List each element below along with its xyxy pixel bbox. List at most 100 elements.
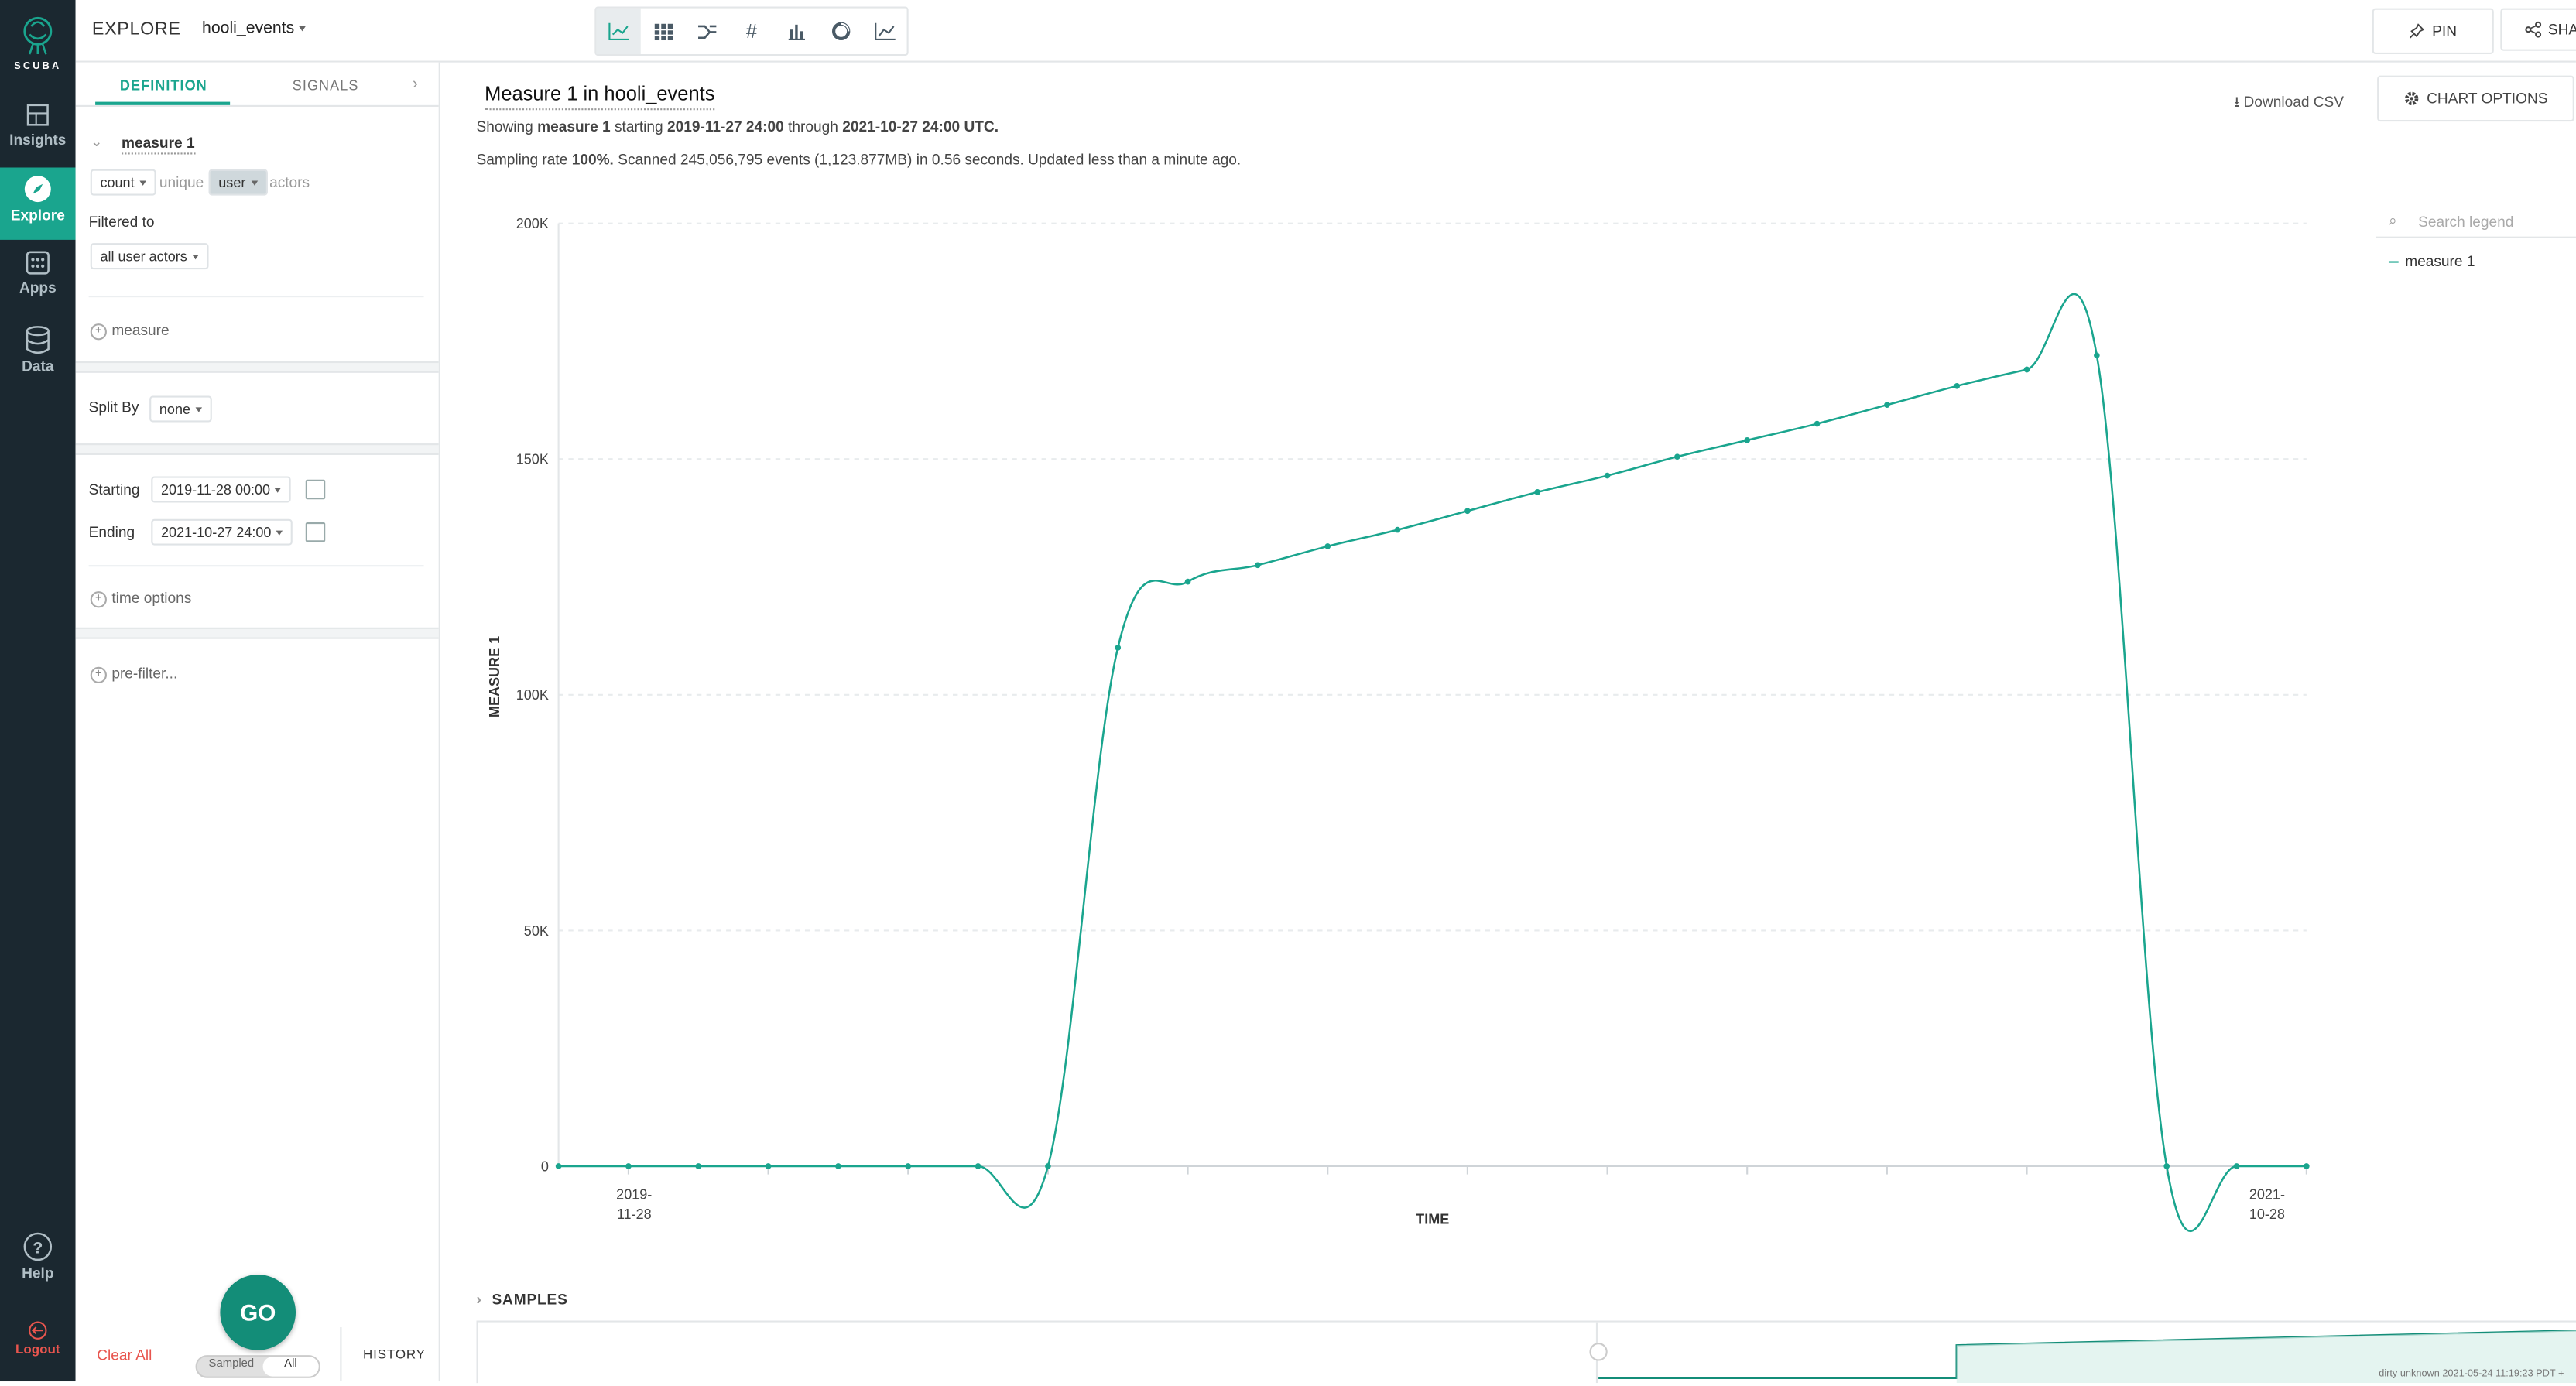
nav-logout[interactable]: Logout (0, 1314, 76, 1386)
data-point (1045, 1163, 1051, 1169)
scuba-logo[interactable]: SCUBA (0, 13, 76, 72)
unique-field-value: user (218, 173, 246, 191)
nav-data[interactable]: Data (0, 319, 76, 391)
y-axis: 0 50K 100K 150K 200K (516, 216, 560, 1174)
logo-text: SCUBA (14, 62, 62, 73)
x-tick-label: 10-28 (2249, 1206, 2285, 1222)
flow-icon (698, 24, 717, 39)
data-point (835, 1163, 841, 1169)
add-measure-button[interactable]: + measure (90, 322, 170, 340)
tab-definition[interactable]: DEFINITION (119, 77, 207, 94)
viz-bar-button[interactable] (774, 9, 818, 54)
viz-flow-button[interactable] (685, 9, 729, 54)
viz-donut-button[interactable] (818, 9, 862, 54)
summary-text: Showing (476, 118, 533, 135)
actor-filter-value: all user actors (100, 248, 187, 265)
chart-title[interactable]: Measure 1 in hooli_events (485, 82, 715, 111)
nav-insights-label: Insights (9, 131, 67, 149)
toggle-sampled[interactable]: Sampled (208, 1358, 255, 1371)
toggle-all[interactable]: All (284, 1358, 297, 1371)
dataset-select-value: hooli_events (202, 19, 295, 38)
y-tick-label: 0 (541, 1158, 549, 1174)
nav-logout-label: Logout (15, 1342, 60, 1357)
data-point (1954, 382, 1961, 389)
nav-explore[interactable]: Explore (0, 167, 76, 240)
line-chart[interactable]: 0 50K 100K 150K 200K 2019- 11-28 2021- 10-28 ME… (440, 63, 2376, 1245)
toggle-knob (262, 1357, 319, 1377)
minichart-area (1956, 1330, 2576, 1384)
nav-insights[interactable]: Insights (0, 95, 76, 167)
actors-label: actors (269, 173, 310, 191)
scan-stats: Scanned 245,056,795 events (1,123.877MB)… (618, 151, 1242, 168)
time-options-label: time options (111, 589, 192, 607)
go-button[interactable]: GO (220, 1275, 296, 1350)
x-tick-label: 2021- (2249, 1186, 2285, 1202)
sampling-toggle[interactable]: Sampled All (195, 1355, 320, 1378)
chevron-right-icon: › (476, 1291, 482, 1308)
calendar-icon[interactable] (305, 479, 326, 500)
collapse-panel-icon[interactable]: › (412, 75, 418, 94)
y-tick-label: 50K (524, 923, 549, 939)
chart-options-button[interactable]: CHART OPTIONS (2377, 75, 2574, 122)
data-point (2163, 1163, 2170, 1169)
data-point (1394, 526, 1401, 533)
clear-all-button[interactable]: Clear All (97, 1347, 152, 1364)
pin-button[interactable]: PIN (2372, 8, 2494, 55)
viz-line-button[interactable] (596, 8, 641, 55)
data-point (1115, 645, 1122, 651)
plus-icon: + (90, 323, 107, 340)
x-tick-label: 11-28 (617, 1206, 652, 1222)
actor-filter-select[interactable]: all user actors (90, 243, 209, 270)
viz-table-button[interactable] (641, 9, 685, 54)
compass-icon (24, 176, 51, 203)
share-button[interactable]: SHA (2500, 8, 2576, 51)
measure-name[interactable]: measure 1 (122, 135, 195, 155)
svg-text:?: ? (33, 1239, 43, 1257)
samples-section-toggle[interactable]: › SAMPLES (476, 1291, 567, 1307)
dataset-select[interactable]: hooli_events (202, 19, 307, 38)
split-by-select[interactable]: none (149, 395, 212, 423)
active-tab-indicator (95, 101, 231, 105)
data-point (975, 1163, 981, 1169)
data-point (2094, 352, 2100, 359)
insights-icon (26, 104, 49, 126)
history-button[interactable]: HISTORY (363, 1347, 426, 1362)
samples-minichart[interactable] (476, 1320, 2576, 1384)
nav-apps[interactable]: Apps (0, 243, 76, 315)
time-options-button[interactable]: + time options (90, 589, 192, 607)
legend-item[interactable]: measure 1 (2388, 253, 2475, 269)
tab-signals[interactable]: SIGNALS (292, 77, 359, 94)
viz-area-button[interactable] (862, 9, 906, 54)
data-point (1534, 489, 1541, 495)
data-point (695, 1163, 702, 1169)
measure-collapse-icon[interactable]: ⌄ (90, 132, 103, 150)
chevron-down-icon (299, 26, 307, 32)
starting-date-select[interactable]: 2019-11-28 00:00 (151, 476, 292, 503)
unique-field-select[interactable]: user (208, 169, 267, 196)
nav-help[interactable]: ? Help (0, 1225, 76, 1297)
legend-search-input[interactable]: ⌕ Search legend (2375, 207, 2576, 238)
data-point (765, 1163, 772, 1169)
sampling-label: Sampling rate (476, 151, 568, 168)
data-point (1884, 402, 1890, 409)
share-button-label: SHA (2547, 21, 2576, 38)
chevron-down-icon (276, 531, 283, 536)
calendar-icon[interactable] (305, 522, 326, 542)
ending-date-select[interactable]: 2021-10-27 24:00 (151, 518, 293, 546)
viz-number-button[interactable]: # (729, 9, 773, 54)
line-chart-icon (608, 22, 629, 41)
x-axis-label: TIME (1416, 1211, 1449, 1227)
data-point (1674, 453, 1680, 460)
query-summary: Showing measure 1 starting 2019-11-27 24… (476, 118, 999, 135)
download-csv-button[interactable]: ⭳ Download CSV (2234, 91, 2344, 117)
pre-filter-button[interactable]: + pre-filter... (90, 666, 177, 683)
chevron-down-icon (275, 488, 282, 494)
scuba-logo-icon (23, 16, 53, 55)
minichart-handle[interactable] (1589, 1343, 1608, 1361)
data-point (1814, 420, 1821, 427)
ending-label: Ending (88, 524, 135, 541)
data-point (1464, 508, 1471, 515)
split-by-label: Split By (88, 399, 139, 416)
x-tick-label: 2019- (616, 1186, 652, 1202)
aggregate-select[interactable]: count (90, 169, 156, 196)
